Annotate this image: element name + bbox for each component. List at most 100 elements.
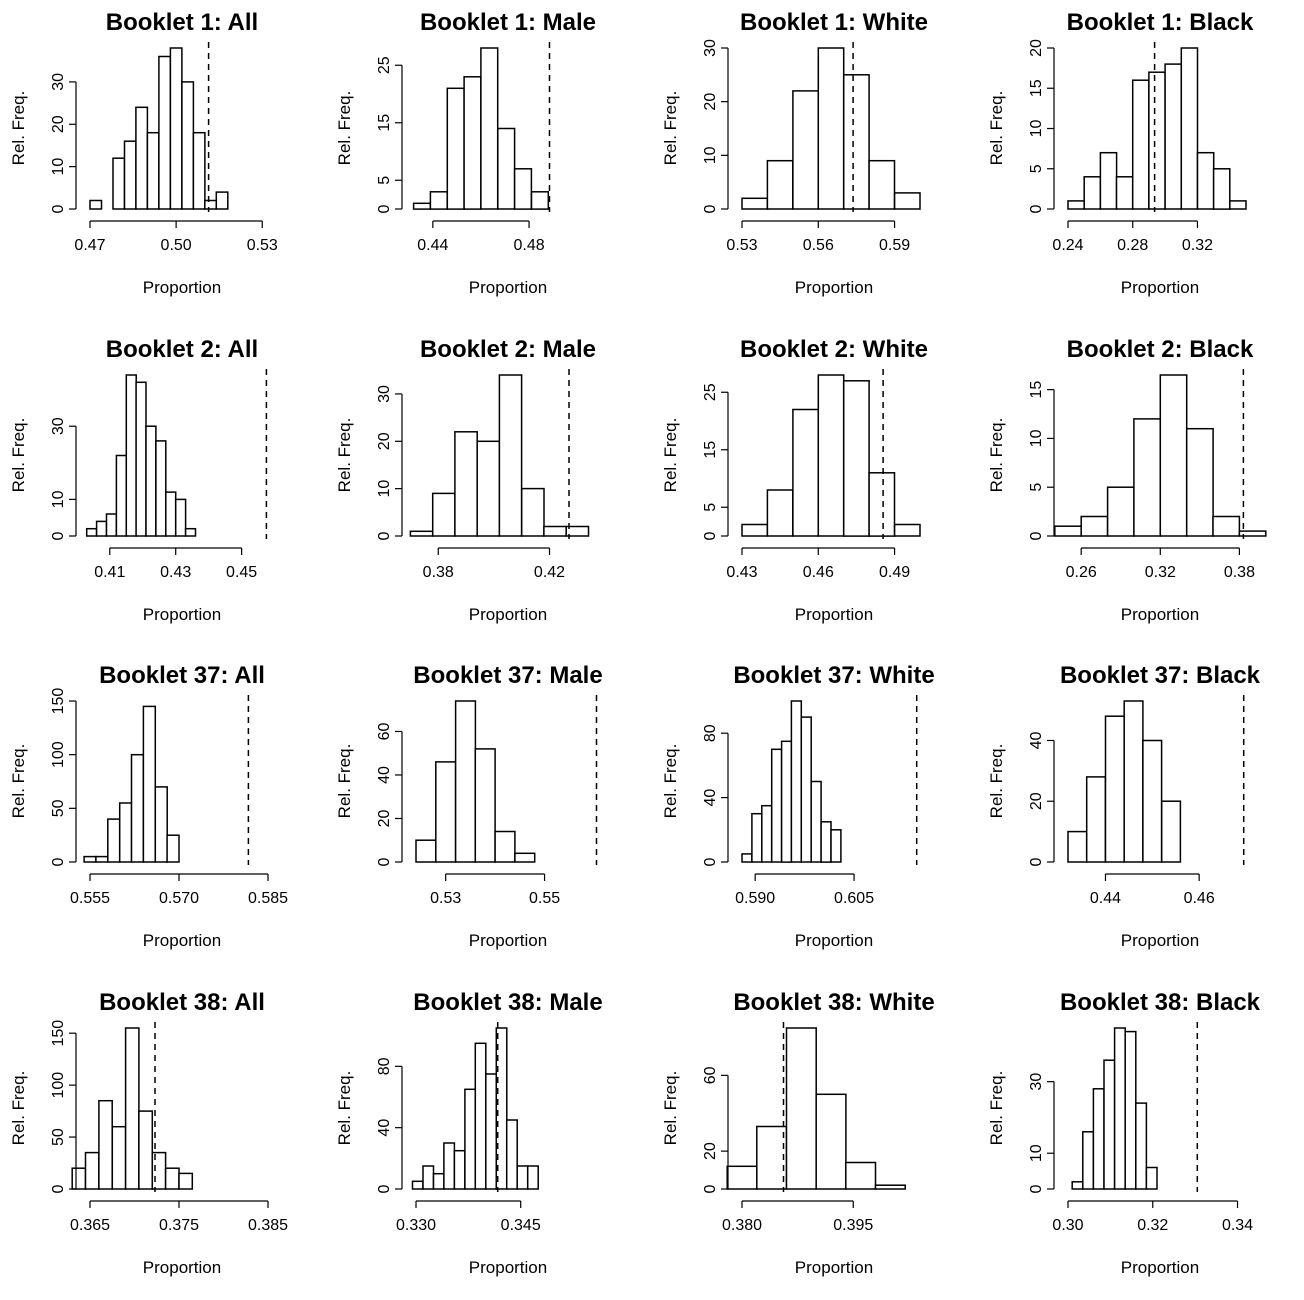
- histogram-svg: Booklet 1: Male 0.44 0.48 0 5 15 25 Proportion R…: [335, 9, 596, 297]
- x-tick-label: 0.32: [1137, 1217, 1168, 1234]
- histogram-panel: Booklet 2: All 0.41 0.43 0.45 0 10 30 Proportio…: [0, 327, 326, 647]
- histogram-bar: [893, 192, 921, 210]
- y-tick-label: 5: [1028, 164, 1045, 173]
- histogram-bar: [123, 140, 137, 210]
- x-tick-label: 0.380: [722, 1217, 762, 1234]
- histogram-panel: Booklet 38: Male 0.330 0.345 0 40 80 Proportio…: [326, 980, 652, 1300]
- panel-title: Booklet 2: Male: [420, 336, 596, 363]
- histogram-bar: [1115, 176, 1134, 210]
- histogram-bar: [111, 1125, 127, 1190]
- y-tick-label: 40: [376, 766, 393, 784]
- histogram-bar: [118, 802, 133, 863]
- histogram-bar: [1212, 168, 1231, 210]
- histogram-bar: [1164, 63, 1183, 210]
- histogram-bar: [429, 191, 448, 210]
- histogram-bar: [453, 1149, 466, 1190]
- histogram-bar: [1185, 427, 1214, 537]
- y-tick-label: 20: [50, 115, 67, 133]
- panel-title: Booklet 2: All: [106, 336, 258, 363]
- histogram-bar: [124, 1026, 140, 1190]
- histogram-bar: [71, 1166, 87, 1190]
- x-axis-title: Proportion: [1121, 278, 1199, 297]
- histogram-svg: Booklet 37: White 0.590 0.605 0 40 80 Proporti…: [661, 662, 935, 950]
- y-axis-title: Rel. Freq.: [9, 744, 28, 819]
- y-tick-label: 10: [1028, 429, 1045, 447]
- histogram-bar: [842, 379, 870, 537]
- y-tick-label: 0: [702, 1184, 719, 1193]
- histogram-panel: Booklet 2: White 0.43 0.46 0.49 0 5 15 25 Propor…: [652, 327, 978, 647]
- y-tick-label: 10: [50, 158, 67, 176]
- histogram-bar: [1083, 176, 1102, 210]
- y-tick-label: 30: [50, 417, 67, 435]
- x-tick-label: 0.44: [1090, 890, 1121, 907]
- histogram-bar: [145, 424, 157, 537]
- y-axis-title: Rel. Freq.: [987, 1070, 1006, 1145]
- x-axis-title: Proportion: [143, 605, 221, 624]
- histogram-bar: [1104, 715, 1125, 863]
- histogram-bar: [174, 498, 187, 537]
- y-axis-title: Rel. Freq.: [987, 417, 1006, 492]
- histogram-bar: [158, 55, 172, 210]
- y-axis-title: Rel. Freq.: [335, 1070, 354, 1145]
- y-tick-label: 25: [702, 383, 719, 401]
- x-tick-label: 0.24: [1052, 237, 1083, 254]
- x-tick-label: 0.53: [726, 237, 757, 254]
- x-tick-label: 0.53: [430, 890, 461, 907]
- y-tick-label: 80: [702, 724, 719, 742]
- y-tick-label: 0: [1028, 857, 1045, 866]
- y-tick-label: 0: [1028, 204, 1045, 213]
- histogram-svg: Booklet 1: Black 0.24 0.28 0.32 0 5 10 15 20 Prop…: [987, 9, 1254, 297]
- histogram-bar: [530, 191, 550, 210]
- histogram-bar: [215, 191, 229, 210]
- y-tick-label: 10: [702, 146, 719, 164]
- y-tick-label: 50: [50, 1128, 67, 1146]
- x-tick-label: 0.590: [735, 890, 775, 907]
- x-axis-title: Proportion: [143, 278, 221, 297]
- y-tick-label: 0: [376, 204, 393, 213]
- y-tick-label: 10: [50, 490, 67, 508]
- x-tick-label: 0.555: [70, 890, 110, 907]
- histogram-bar: [474, 1042, 487, 1190]
- y-tick-label: 15: [376, 114, 393, 132]
- histogram-bar: [184, 527, 197, 537]
- histogram-bar: [1133, 417, 1162, 537]
- x-tick-label: 0.28: [1117, 237, 1148, 254]
- histogram-bar: [565, 525, 590, 537]
- histogram-bar: [409, 530, 434, 537]
- y-tick-label: 20: [1028, 39, 1045, 57]
- histogram-svg: Booklet 2: Male 0.38 0.42 0 10 20 30 Proportion…: [335, 336, 596, 624]
- histogram-panel: Booklet 37: Male 0.53 0.55 0 20 40 60 Proportio…: [326, 653, 652, 973]
- x-tick-label: 0.43: [160, 564, 191, 581]
- y-tick-label: 20: [376, 432, 393, 450]
- x-tick-label: 0.32: [1145, 564, 1176, 581]
- x-tick-label: 0.46: [1184, 890, 1215, 907]
- histogram-bar: [435, 761, 457, 863]
- x-axis-title: Proportion: [795, 605, 873, 624]
- histogram-bar: [1054, 524, 1082, 537]
- histogram-svg: Booklet 38: Male 0.330 0.345 0 40 80 Proportio…: [335, 989, 603, 1277]
- panel-title: Booklet 38: All: [99, 989, 265, 1016]
- histogram-bar: [1135, 1101, 1148, 1190]
- histogram-panel: Booklet 37: All 0.555 0.570 0.585 0 50 100 150 P…: [0, 653, 326, 973]
- histogram-bar: [893, 523, 921, 537]
- histogram-bar: [485, 1072, 498, 1190]
- histogram-bar: [130, 753, 145, 863]
- histogram-bar: [1067, 200, 1085, 210]
- y-tick-label: 50: [50, 799, 67, 817]
- y-tick-label: 30: [702, 39, 719, 57]
- histogram-bar: [1067, 830, 1088, 863]
- histogram-bar: [513, 168, 533, 210]
- x-tick-label: 0.56: [803, 237, 834, 254]
- y-tick-label: 0: [376, 857, 393, 866]
- histogram-bar: [422, 1164, 435, 1190]
- panel-title: Booklet 1: Male: [420, 9, 596, 36]
- histogram-bar: [792, 90, 820, 210]
- y-tick-label: 40: [376, 1118, 393, 1136]
- histogram-svg: Booklet 37: Black 0.44 0.46 0 20 40 Proportion…: [987, 662, 1261, 950]
- histogram-svg: Booklet 2: All 0.41 0.43 0.45 0 10 30 Proportio…: [9, 336, 268, 624]
- y-tick-label: 100: [50, 741, 67, 768]
- histogram-bar: [1229, 200, 1247, 210]
- y-tick-label: 0: [50, 857, 67, 866]
- x-tick-label: 0.46: [803, 564, 834, 581]
- x-tick-label: 0.41: [94, 564, 125, 581]
